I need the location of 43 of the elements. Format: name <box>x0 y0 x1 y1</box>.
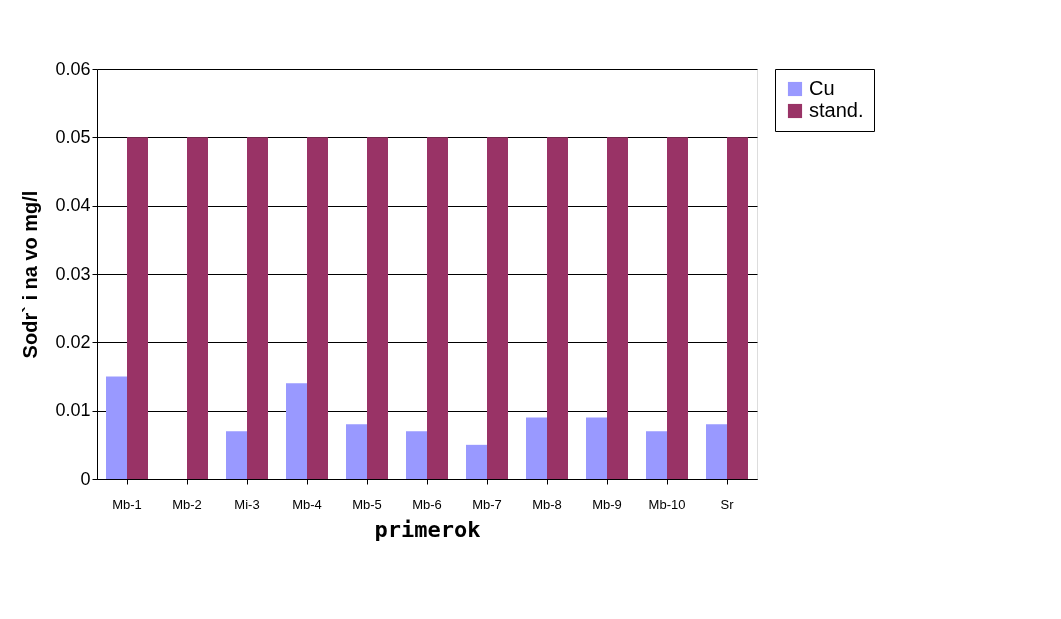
y-tick-label: 0.03 <box>55 263 91 284</box>
bar <box>427 137 448 479</box>
bar <box>226 431 247 479</box>
x-tick-label: Mb-1 <box>112 496 142 512</box>
legend-label: Cu <box>809 77 835 99</box>
bar <box>106 376 127 479</box>
legend-label: stand. <box>809 99 864 121</box>
y-tick-label: 0.02 <box>55 331 91 352</box>
bar <box>307 137 328 479</box>
bar <box>727 137 748 479</box>
bar <box>487 137 508 479</box>
bar <box>346 424 367 479</box>
y-tick-label: 0 <box>80 468 91 489</box>
bar <box>646 431 667 479</box>
bar <box>667 137 688 479</box>
bar <box>466 444 487 479</box>
x-tick-label: Mb-10 <box>648 496 686 512</box>
x-tick-label: Mb-9 <box>592 496 622 512</box>
y-tick-label: 0.04 <box>55 195 91 216</box>
x-tick-label: Mb-7 <box>472 496 502 512</box>
bar <box>706 424 727 479</box>
x-tick-label: Mb-6 <box>412 496 442 512</box>
y-tick-label: 0.05 <box>55 126 91 147</box>
bar <box>187 137 208 479</box>
x-tick-label: Mb-2 <box>172 496 202 512</box>
bar <box>247 137 268 479</box>
bar <box>367 137 388 479</box>
x-tick-label: Mb-8 <box>532 496 562 512</box>
x-tick-label: Mi-3 <box>234 496 260 512</box>
x-axis-title: primerok <box>374 516 481 542</box>
y-tick-label: 0.06 <box>55 58 91 79</box>
bar <box>286 383 307 479</box>
x-tick-label: Mb-4 <box>292 496 322 512</box>
bar <box>127 137 148 479</box>
x-tick-label: Sr <box>720 496 735 512</box>
bar <box>406 431 427 479</box>
bar <box>526 417 547 479</box>
y-axis-title: Sodr` i na vo mg/l <box>19 190 42 359</box>
y-tick-label: 0.01 <box>55 400 91 421</box>
bar <box>607 137 628 479</box>
bar <box>547 137 568 479</box>
bar <box>586 417 607 479</box>
x-tick-label: Mb-5 <box>352 496 382 512</box>
